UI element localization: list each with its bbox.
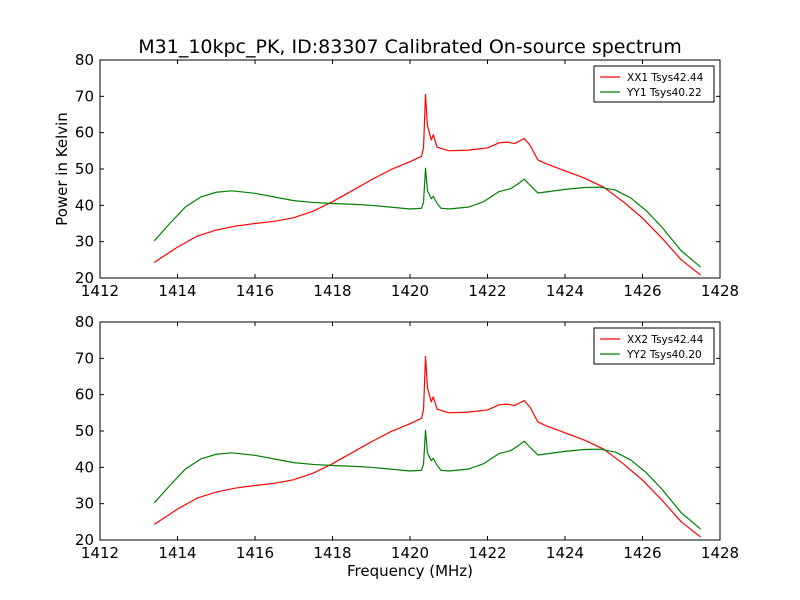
series-line-yy1 <box>153 167 702 268</box>
y-tick-label: 70 <box>75 87 94 105</box>
legend-label: XX2 Tsys42.44 <box>627 334 704 346</box>
x-tick-label: 1424 <box>546 544 584 562</box>
figure-title: M31_10kpc_PK, ID:83307 Calibrated On-sou… <box>138 36 682 58</box>
y-axis-label: Power in Kelvin <box>53 112 71 226</box>
y-tick-label: 70 <box>75 349 94 367</box>
top-panel: 1412 1414 1416 1418 1420 1422 1424 1426 1428 20 30… <box>53 51 739 300</box>
y-tick-label: 80 <box>75 313 94 331</box>
x-tick-label: 1418 <box>313 544 351 562</box>
bottom-panel: 1412 1414 1416 1418 1420 1422 1424 1426 1428 20 30… <box>75 313 739 580</box>
y-tick-label: 40 <box>75 196 94 214</box>
x-tick-label: 1422 <box>468 544 506 562</box>
y-tick-label: 20 <box>75 531 94 549</box>
x-tick-label: 1414 <box>158 282 196 300</box>
x-tick-label: 1424 <box>546 282 584 300</box>
legend-box <box>593 327 715 365</box>
x-tick-label: 1414 <box>158 544 196 562</box>
y-tick-label: 40 <box>75 458 94 476</box>
legend-label: XX1 Tsys42.44 <box>627 72 704 84</box>
legend-label: YY1 Tsys40.22 <box>626 87 702 99</box>
y-tick-label: 50 <box>75 160 94 178</box>
x-tick-label: 1418 <box>313 282 351 300</box>
x-tick-label: 1426 <box>623 282 661 300</box>
y-tick-label: 60 <box>75 386 94 404</box>
x-tick-label: 1428 <box>701 282 739 300</box>
legend-box <box>593 65 715 103</box>
x-axis-label: Frequency (MHz) <box>347 562 473 580</box>
x-tick-label: 1412 <box>81 544 119 562</box>
series-line-xx1 <box>153 93 702 276</box>
y-tick-label: 80 <box>75 51 94 69</box>
y-tick-label: 60 <box>75 124 94 142</box>
x-tick-label: 1428 <box>701 544 739 562</box>
y-tick-label: 50 <box>75 422 94 440</box>
x-tick-label: 1416 <box>236 544 274 562</box>
series-line-yy2 <box>153 429 702 530</box>
series-line-xx2 <box>153 355 702 538</box>
x-tick-label: 1420 <box>391 282 429 300</box>
y-tick-label: 20 <box>75 269 94 287</box>
legend-label: YY2 Tsys40.20 <box>626 349 702 361</box>
x-tick-label: 1412 <box>81 282 119 300</box>
x-tick-label: 1422 <box>468 282 506 300</box>
y-tick-label: 30 <box>75 495 94 513</box>
y-tick-label: 30 <box>75 233 94 251</box>
x-tick-label: 1416 <box>236 282 274 300</box>
x-tick-label: 1420 <box>391 544 429 562</box>
x-tick-label: 1426 <box>623 544 661 562</box>
